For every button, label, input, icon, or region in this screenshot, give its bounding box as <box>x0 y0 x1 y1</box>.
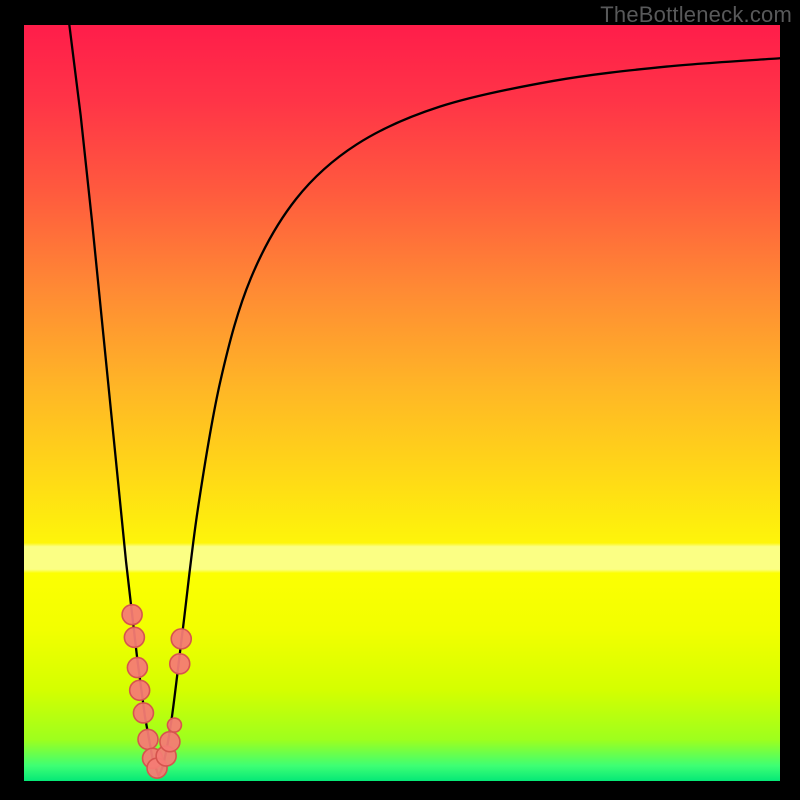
scatter-point <box>127 658 147 678</box>
scatter-point <box>160 732 180 752</box>
watermark-text: TheBottleneck.com <box>600 2 792 28</box>
scatter-point <box>130 680 150 700</box>
scatter-point <box>133 703 153 723</box>
bottleneck-chart <box>0 0 800 800</box>
scatter-point <box>171 629 191 649</box>
scatter-point <box>170 654 190 674</box>
scatter-point <box>122 605 142 625</box>
scatter-point <box>167 718 181 732</box>
scatter-point <box>138 729 158 749</box>
scatter-point <box>124 627 144 647</box>
